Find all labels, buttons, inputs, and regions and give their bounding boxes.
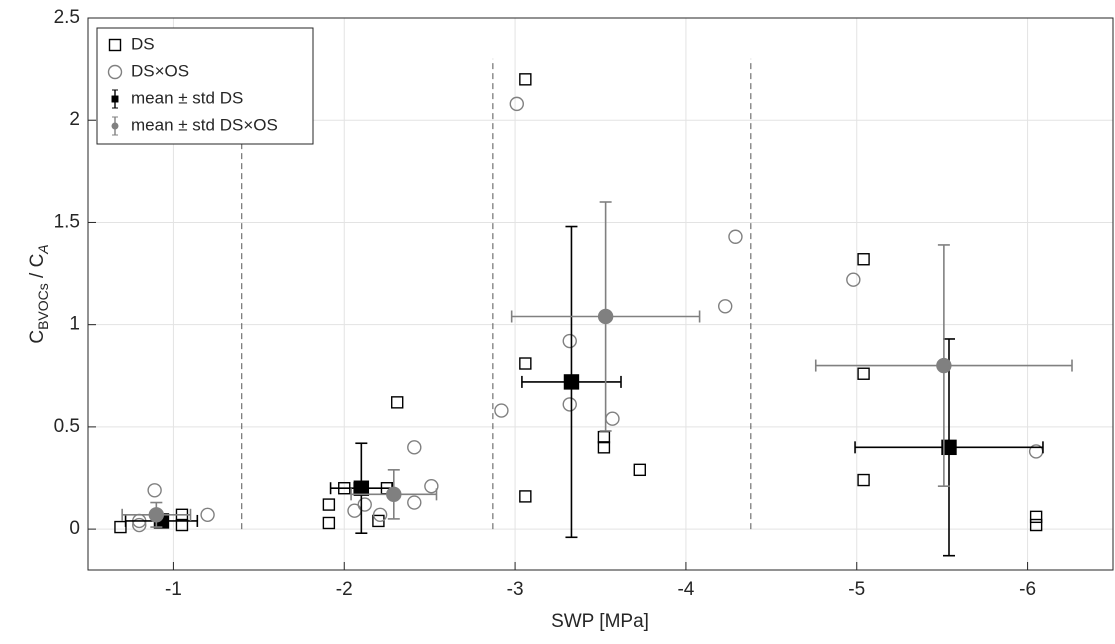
marker <box>322 516 336 530</box>
marker <box>132 517 147 533</box>
x-axis-label: SWP [MPa] <box>551 611 649 632</box>
y-tick-label: 0.5 <box>54 416 80 437</box>
marker <box>357 497 372 512</box>
marker <box>728 229 743 244</box>
legend-label: mean ± std DS <box>131 88 243 107</box>
legend: DS DS×OS mean ± std DS mean ± std DS×OS <box>96 27 314 145</box>
x-tick-label: -4 <box>677 579 694 600</box>
marker <box>114 520 127 534</box>
marker <box>519 490 532 503</box>
x-tick-label: -5 <box>848 579 865 600</box>
y-tick-label: 1.5 <box>54 211 80 232</box>
x-tick-label: -3 <box>507 579 524 600</box>
x-tick-label: -6 <box>1019 579 1036 600</box>
marker <box>1029 510 1043 524</box>
marker <box>519 357 532 370</box>
marker <box>519 73 532 86</box>
axes-box <box>87 17 1114 571</box>
marker <box>846 272 861 287</box>
marker <box>857 253 870 266</box>
marker <box>941 439 957 456</box>
marker <box>562 397 577 412</box>
marker <box>857 367 870 380</box>
marker <box>372 507 388 522</box>
marker <box>175 518 189 532</box>
marker <box>353 480 370 496</box>
marker <box>386 486 402 503</box>
y-tick-label: 0 <box>69 518 80 539</box>
marker <box>563 374 580 390</box>
legend-label: mean ± std DS×OS <box>131 115 278 134</box>
marker <box>718 299 733 314</box>
marker <box>424 478 439 494</box>
x-tick-label: -1 <box>165 579 182 600</box>
marker <box>509 96 524 112</box>
y-label-part: C <box>27 330 48 344</box>
marker <box>857 473 870 487</box>
marker <box>391 396 404 409</box>
y-label-part: / C <box>27 254 48 284</box>
legend-box <box>96 27 314 145</box>
marker <box>562 333 577 349</box>
marker <box>407 495 422 510</box>
legend-label: DS×OS <box>131 61 189 80</box>
y-label-part: BVOCs <box>35 283 51 330</box>
marker <box>407 440 422 455</box>
y-tick-label: 1 <box>69 314 80 335</box>
marker <box>936 357 952 374</box>
marker <box>633 463 646 477</box>
marker <box>111 95 119 103</box>
marker <box>494 403 509 418</box>
marker <box>107 64 123 80</box>
legend-label: DS <box>131 34 155 53</box>
marker <box>108 38 122 52</box>
marker <box>111 122 119 130</box>
marker <box>597 308 614 325</box>
marker <box>322 498 336 511</box>
y-tick-label: 2 <box>69 109 80 130</box>
marker <box>200 507 215 522</box>
y-axis-label: CBVOCs / CA <box>27 244 51 343</box>
y-label-part: A <box>35 244 51 254</box>
x-tick-label: -2 <box>336 579 353 600</box>
marker <box>1029 518 1043 532</box>
y-tick-label: 2.5 <box>54 7 80 28</box>
marker <box>147 483 162 498</box>
marker <box>372 514 385 528</box>
marker <box>148 507 165 523</box>
marker <box>597 441 611 454</box>
